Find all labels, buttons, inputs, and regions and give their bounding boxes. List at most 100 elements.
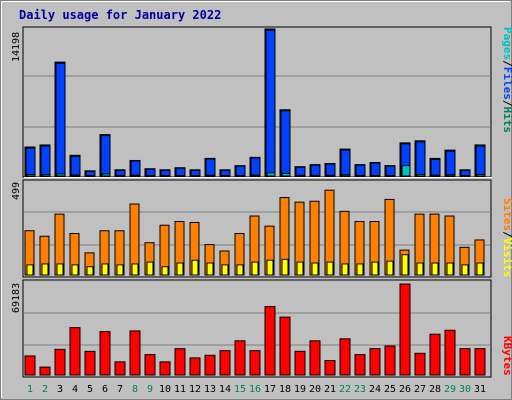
day-label-11: 11 <box>174 384 186 395</box>
bar-kbytes-day-22 <box>339 338 351 376</box>
day-label-9: 9 <box>147 384 153 395</box>
bar-pages-day-8 <box>131 174 141 177</box>
day-label-16: 16 <box>249 384 261 395</box>
day-label-29: 29 <box>444 384 456 395</box>
bar-kbytes-day-26 <box>399 283 411 376</box>
bar-visits-day-14 <box>221 264 229 276</box>
day-label-14: 14 <box>219 384 231 395</box>
bar-pages-day-4 <box>71 174 81 177</box>
bar-visits-day-17 <box>266 259 274 276</box>
bar-visits-day-30 <box>461 264 469 276</box>
bar-files-day-22 <box>340 149 351 177</box>
bar-kbytes-day-20 <box>309 340 321 376</box>
bar-files-day-1 <box>25 147 36 177</box>
bar-visits-day-9 <box>146 261 154 276</box>
bar-kbytes-day-14 <box>219 350 231 376</box>
day-label-26: 26 <box>399 384 411 395</box>
bar-visits-day-22 <box>341 263 349 276</box>
bar-visits-day-12 <box>191 259 199 276</box>
day-label-8: 8 <box>132 384 138 395</box>
bar-pages-day-13 <box>206 174 216 177</box>
bar-files-day-31 <box>475 145 486 177</box>
bar-pages-day-7 <box>116 175 126 177</box>
bar-pages-day-17 <box>266 172 276 177</box>
day-label-30: 30 <box>459 384 471 395</box>
bar-kbytes-day-21 <box>324 360 336 376</box>
day-label-24: 24 <box>369 384 381 395</box>
day-label-18: 18 <box>279 384 291 395</box>
bar-kbytes-day-1 <box>24 355 36 376</box>
bar-kbytes-day-28 <box>429 333 441 376</box>
ymax-label-hits: 14198 <box>11 32 22 62</box>
bar-pages-day-22 <box>341 174 351 177</box>
legend-sites: Sites <box>501 198 512 231</box>
day-label-22: 22 <box>339 384 351 395</box>
bar-visits-day-28 <box>431 262 439 276</box>
bar-pages-day-27 <box>416 173 426 177</box>
bar-kbytes-day-10 <box>159 361 171 376</box>
day-label-31: 31 <box>474 384 486 395</box>
bar-pages-day-21 <box>326 174 336 177</box>
day-label-12: 12 <box>189 384 201 395</box>
day-label-17: 17 <box>264 384 276 395</box>
day-label-5: 5 <box>87 384 93 395</box>
bar-kbytes-day-16 <box>249 350 261 376</box>
bar-visits-day-4 <box>71 264 79 276</box>
bar-files-day-17 <box>265 29 276 177</box>
bar-pages-day-19 <box>296 174 306 177</box>
bar-files-day-8 <box>130 160 141 177</box>
day-label-13: 13 <box>204 384 216 395</box>
day-label-3: 3 <box>57 384 63 395</box>
bar-visits-day-21 <box>326 261 334 276</box>
bar-visits-day-24 <box>371 261 379 276</box>
bar-layer <box>24 28 486 376</box>
legend-sep: / <box>501 231 512 238</box>
bar-visits-day-23 <box>356 263 364 276</box>
day-label-23: 23 <box>354 384 366 395</box>
bar-kbytes-day-11 <box>174 348 186 376</box>
bar-visits-day-27 <box>416 262 424 276</box>
bar-visits-day-8 <box>131 263 139 276</box>
day-label-20: 20 <box>309 384 321 395</box>
bar-files-day-23 <box>355 164 366 177</box>
bar-files-day-6 <box>100 135 111 177</box>
bar-visits-day-18 <box>281 258 289 276</box>
bar-files-day-15 <box>235 165 246 177</box>
day-label-6: 6 <box>102 384 108 395</box>
bar-pages-day-20 <box>311 174 321 177</box>
bar-pages-day-23 <box>356 174 366 177</box>
bar-pages-day-2 <box>41 173 51 177</box>
bar-pages-day-24 <box>371 174 381 177</box>
bar-visits-day-2 <box>41 263 49 276</box>
bar-pages-day-11 <box>176 175 186 177</box>
bar-kbytes-day-30 <box>459 348 471 376</box>
chart-title: Daily usage for January 2022 <box>19 8 221 22</box>
bar-kbytes-day-17 <box>264 306 276 376</box>
bar-visits-day-11 <box>176 262 184 276</box>
bar-pages-day-10 <box>161 175 171 177</box>
bar-files-day-18 <box>280 110 291 177</box>
bar-pages-day-14 <box>221 175 231 177</box>
bar-files-day-27 <box>415 141 426 177</box>
bar-kbytes-day-25 <box>384 345 396 376</box>
day-label-21: 21 <box>324 384 336 395</box>
legend-visits-sites: Sites/Visits <box>501 198 512 278</box>
bar-files-day-16 <box>250 157 261 177</box>
bar-pages-day-6 <box>101 173 111 177</box>
bar-pages-day-28 <box>431 174 441 177</box>
bar-files-day-2 <box>40 145 51 177</box>
bar-visits-day-10 <box>161 266 169 276</box>
bar-kbytes-day-5 <box>84 350 96 376</box>
bar-visits-day-16 <box>251 261 259 276</box>
ymax-label-visits: 499 <box>11 182 22 200</box>
bar-files-day-13 <box>205 158 216 177</box>
legend-sep: / <box>501 100 512 107</box>
bar-kbytes-day-15 <box>234 340 246 376</box>
day-label-7: 7 <box>117 384 123 395</box>
bar-kbytes-day-8 <box>129 330 141 376</box>
day-label-10: 10 <box>159 384 171 395</box>
legend-visits: Visits <box>501 238 512 278</box>
bar-kbytes-day-3 <box>54 348 66 376</box>
day-label-19: 19 <box>294 384 306 395</box>
bar-visits-day-20 <box>311 262 319 276</box>
